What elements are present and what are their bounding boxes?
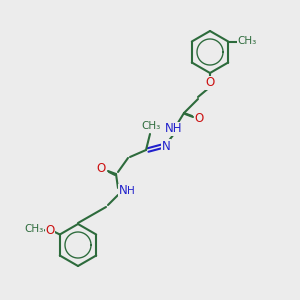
Text: N: N	[162, 140, 170, 152]
Text: NH: NH	[165, 122, 183, 136]
Text: O: O	[96, 163, 106, 176]
Text: CH₃: CH₃	[141, 121, 160, 131]
Text: CH₃: CH₃	[238, 35, 257, 46]
Text: N: N	[118, 184, 127, 197]
Text: CH₃: CH₃	[24, 224, 44, 235]
Text: O: O	[194, 112, 204, 125]
Text: H: H	[127, 186, 135, 196]
Text: O: O	[206, 76, 214, 89]
Text: O: O	[45, 224, 54, 237]
